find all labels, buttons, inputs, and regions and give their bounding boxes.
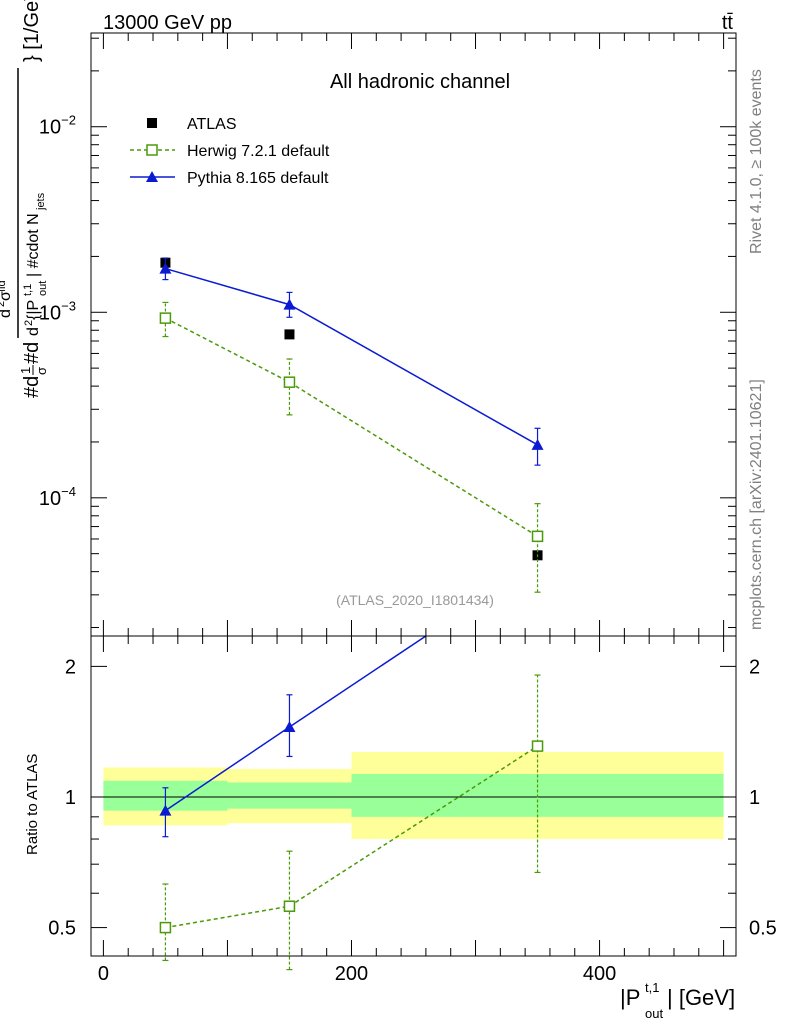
ratio-y-tick-label-left: 2: [65, 656, 76, 678]
svg-text:} [1/GeV]: } [1/GeV]: [21, 0, 43, 62]
main-y-tick-label: 10−3: [39, 298, 76, 324]
analysis-id-label: (ATLAS_2020_I1801434): [336, 592, 494, 608]
main-herwig-point: [531, 530, 544, 543]
svg-text:2: 2: [23, 320, 35, 326]
svg-text:fid: fid: [0, 280, 8, 292]
legend-marker-pythia: [146, 171, 158, 182]
legend: ATLAS Herwig 7.2.1 default Pythia 8.165 …: [130, 116, 330, 187]
ratio-y-axis-label: Ratio to ATLAS: [24, 754, 41, 855]
ratio-plot-frame: [90, 635, 737, 957]
main-y-tick-label: 10−4: [39, 484, 76, 510]
rivet-version-label: Rivet 4.1.0, ≥ 100k events: [748, 69, 765, 254]
source-label: mcplots.cern.ch [arXiv:2401.10621]: [748, 379, 765, 630]
ratio-pythia-point: [283, 720, 296, 732]
main-herwig-point: [159, 312, 172, 324]
ratio-herwig-point: [283, 900, 296, 912]
x-axis-label-sub: out: [645, 1006, 663, 1021]
x-axis-label-unit: | [GeV]: [667, 985, 735, 1010]
legend-marker-herwig: [146, 144, 158, 156]
ratio-herwig-point: [159, 921, 172, 934]
main-pythia-point: [159, 262, 172, 274]
ratio-herwig-line: [165, 745, 538, 929]
main-pythia-point: [531, 438, 544, 450]
x-axis-label: |P t,1 out | [GeV]: [620, 980, 735, 1021]
ratio-y-tick-label-left: 1: [65, 787, 76, 809]
main-pythia-line: [165, 267, 538, 446]
ratio-pythia-point: [159, 804, 172, 816]
main-y-tick-label: 10−2: [39, 113, 76, 139]
ratio-y-tick-label-right: 0.5: [749, 918, 777, 940]
main-atlas-point: [284, 329, 295, 340]
legend-label-herwig: Herwig 7.2.1 default: [187, 143, 330, 160]
svg-text:d: d: [25, 327, 42, 336]
ratio-y-tick-label-right: 2: [749, 656, 760, 678]
svg-text:jets: jets: [35, 192, 47, 211]
svg-text:t,1: t,1: [22, 284, 34, 296]
legend-marker-atlas: [147, 118, 157, 128]
svg-text:out: out: [37, 281, 49, 296]
svg-text:#d: #d: [21, 376, 43, 398]
main-herwig-point: [283, 376, 296, 388]
x-tick-label: 400: [583, 963, 616, 985]
svg-text:| #cdot N: | #cdot N: [25, 213, 42, 277]
chart-title: All hadronic channel: [330, 71, 510, 93]
process-label: tt̄: [722, 12, 734, 34]
x-axis-label-main: |P: [620, 985, 640, 1010]
ratio-herwig-point: [531, 740, 544, 752]
ratio-y-tick-label-left: 0.5: [48, 918, 76, 940]
legend-label-pythia: Pythia 8.165 default: [187, 170, 329, 187]
svg-text:1: 1: [18, 367, 33, 374]
svg-text:#d: #d: [21, 342, 43, 364]
main-plot-panel: 10−2 10−3 10−4 All hadronic channel (ATLAS…: [0, 0, 737, 637]
main-y-axis-label: #d 1 σ #d d 2 σ fid d 2 {|P t,1 out | #c…: [0, 0, 49, 398]
x-tick-label: 200: [335, 963, 368, 985]
x-axis-label-sup: t,1: [645, 980, 659, 995]
svg-text:σ: σ: [0, 291, 14, 301]
ratio-plot-panel: 0.5 0.5 1 1 2 2 0 200 400 Ratio to ATLAS |P t,1 …: [24, 635, 777, 1021]
svg-text:2: 2: [0, 301, 7, 307]
legend-label-atlas: ATLAS: [187, 116, 237, 133]
ratio-y-tick-label-right: 1: [749, 787, 760, 809]
main-pythia-point: [283, 298, 296, 310]
svg-text:d: d: [0, 309, 14, 318]
energy-label: 13000 GeV pp: [103, 12, 232, 34]
svg-text:{|P: {|P: [25, 300, 42, 320]
x-tick-label: 0: [98, 963, 109, 985]
ratio-band-inner: [227, 782, 352, 809]
main-herwig-line: [165, 317, 538, 537]
svg-text:σ: σ: [34, 367, 49, 375]
